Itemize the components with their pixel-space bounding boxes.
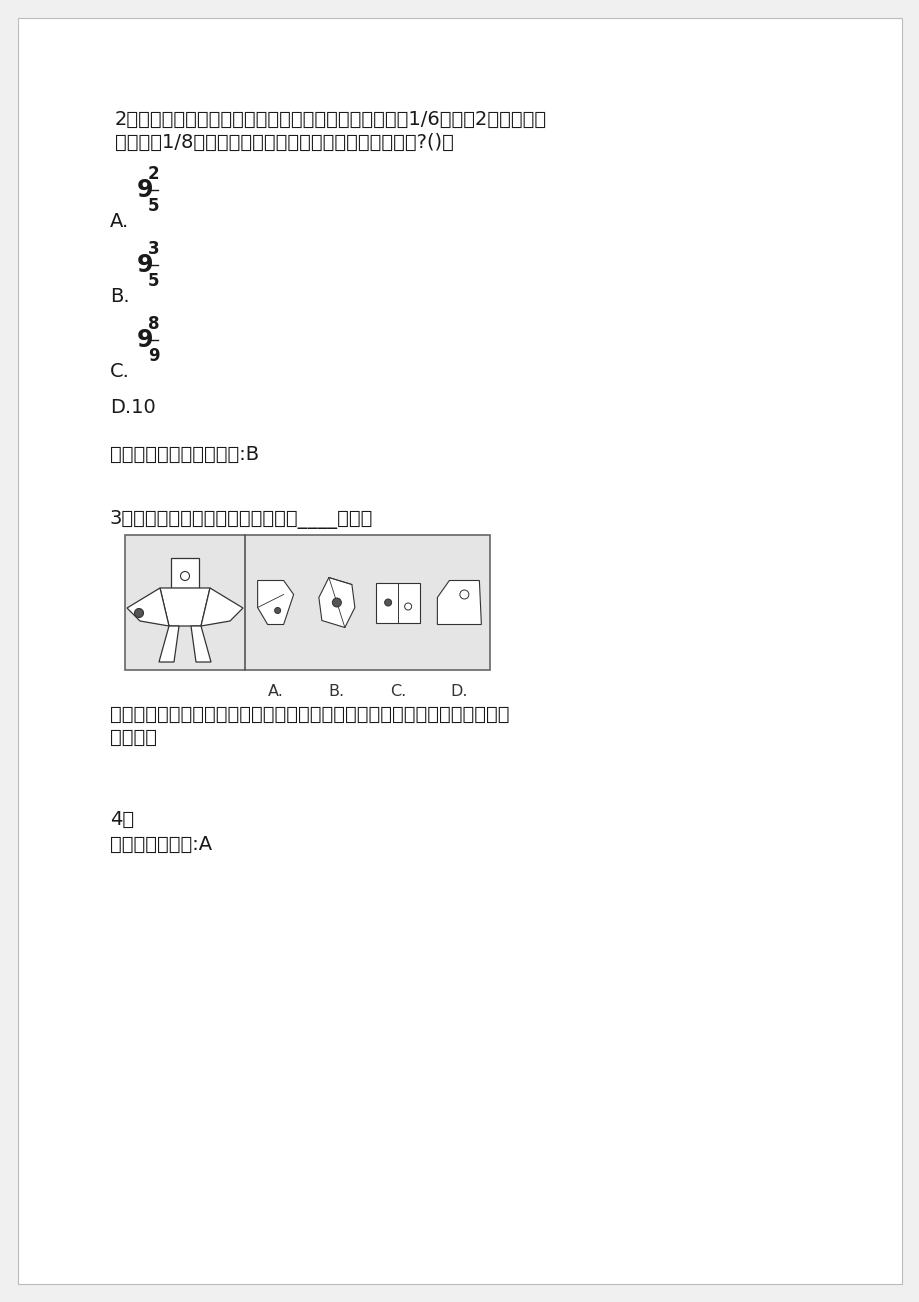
Polygon shape [200,589,243,626]
Circle shape [180,572,189,581]
Text: 解析：参考答案答案参考:B: 解析：参考答案答案参考:B [110,445,259,464]
Polygon shape [257,581,293,625]
Text: A.: A. [110,212,129,230]
Text: 解析：参考答案:A: 解析：参考答案:A [110,835,212,854]
Polygon shape [437,581,481,625]
Text: B.: B. [110,286,130,306]
Polygon shape [376,582,420,622]
Text: 对位置。: 对位置。 [110,728,157,747]
Circle shape [275,608,280,613]
Text: 2: 2 [148,165,159,184]
Text: 9: 9 [137,328,153,352]
Polygon shape [127,589,169,626]
Text: D.: D. [450,684,468,699]
Circle shape [134,608,143,617]
Circle shape [384,599,391,605]
Text: 4、: 4、 [110,810,134,829]
Text: 3: 3 [148,241,159,258]
Text: 5: 5 [148,272,159,289]
Circle shape [404,603,411,611]
Polygon shape [191,626,210,661]
Text: C.: C. [390,684,406,699]
Circle shape [460,590,469,599]
Text: 2、师徒共同完成一批零件。徒弟四小时完成这批零件的1/6，师偨2小时完成这: 2、师徒共同完成一批零件。徒弟四小时完成这批零件的1/6，师偨2小时完成这 [115,109,547,129]
Text: 9: 9 [137,178,153,202]
Text: 3、左边的图形折叠后，形成右面的____图形。: 3、左边的图形折叠后，形成右面的____图形。 [110,510,373,529]
Text: 批零件的1/8，师徒同时工作，多少小时可完成这批零件?()。: 批零件的1/8，师徒同时工作，多少小时可完成这批零件?()。 [115,133,453,152]
Text: 8: 8 [148,315,159,333]
Text: 5: 5 [148,197,159,215]
Text: D.10: D.10 [110,398,155,417]
Polygon shape [159,626,179,661]
Text: A.: A. [267,684,283,699]
FancyBboxPatch shape [18,18,901,1284]
Text: 解析：参考答案请留意实心圆和空心圆的位置，以及它们在梯形面图案上的相: 解析：参考答案请留意实心圆和空心圆的位置，以及它们在梯形面图案上的相 [110,704,509,724]
Text: 9: 9 [148,346,159,365]
Polygon shape [319,578,355,628]
Text: B.: B. [328,684,345,699]
Bar [125,535,490,671]
Text: 9: 9 [137,253,153,277]
Text: C.: C. [110,362,130,381]
Circle shape [332,598,341,607]
Polygon shape [160,589,210,626]
Bar [171,559,199,589]
